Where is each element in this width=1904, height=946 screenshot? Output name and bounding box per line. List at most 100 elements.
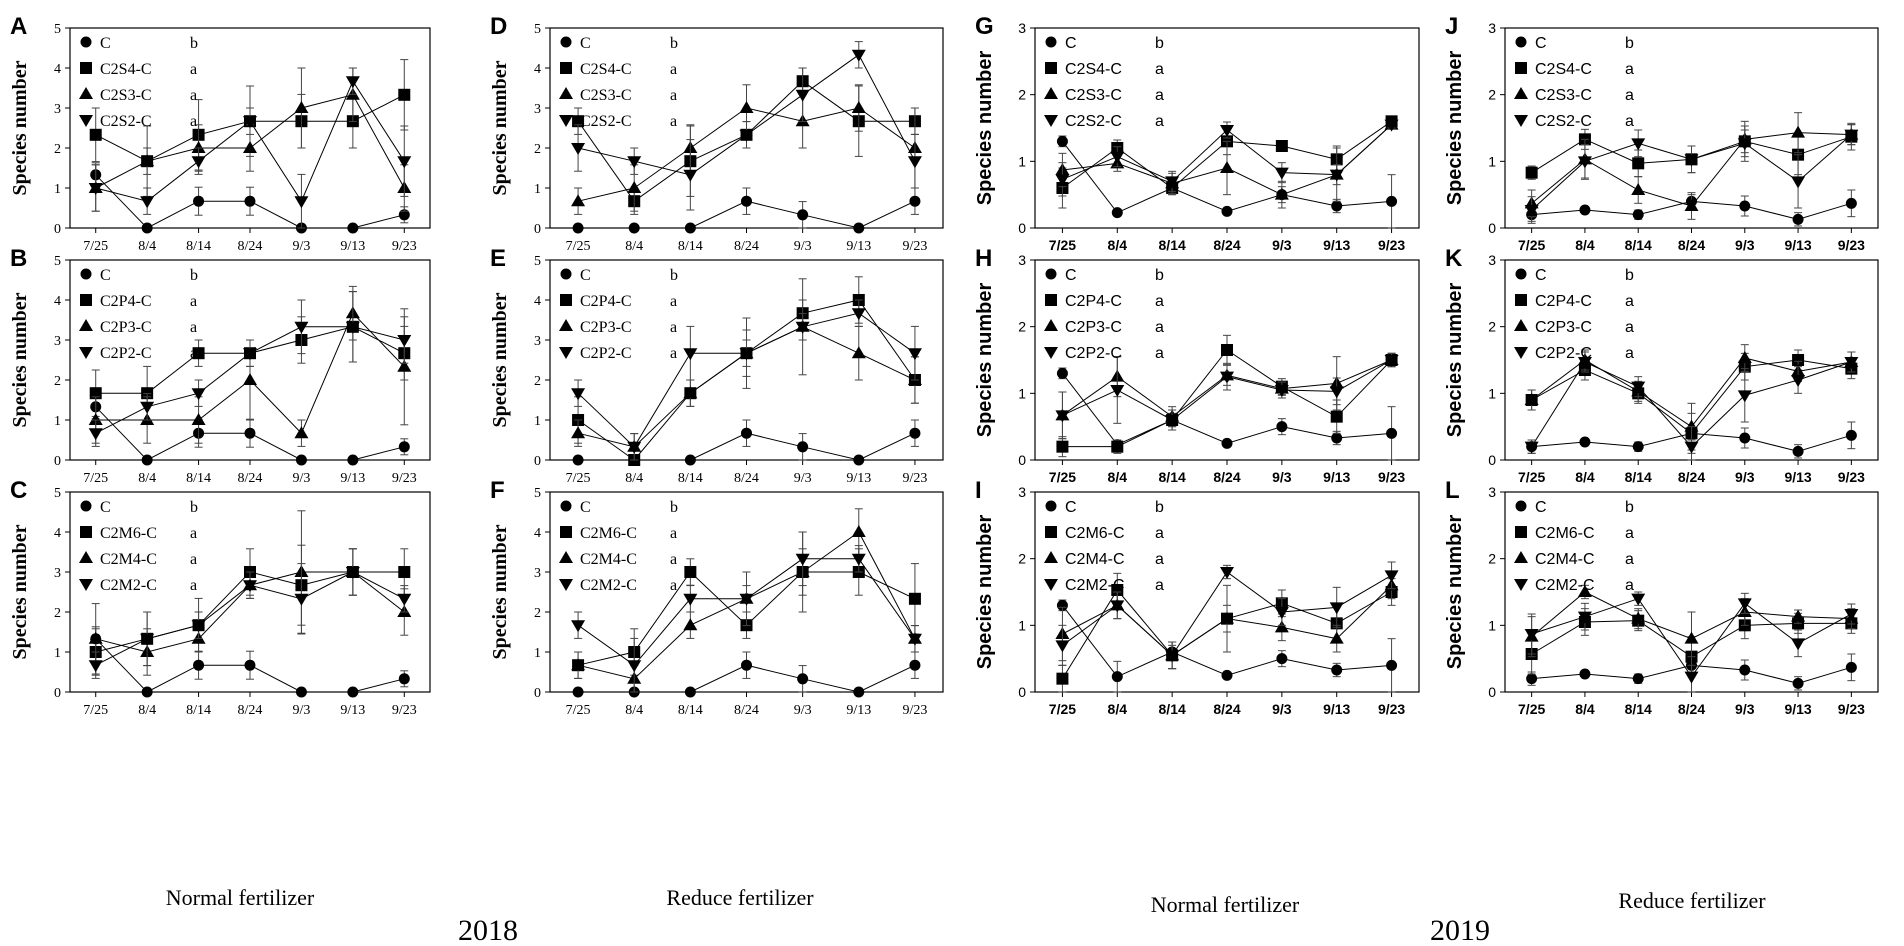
- legend-sig-f-0: b: [670, 499, 678, 516]
- legend-marker-k-0: [1515, 268, 1527, 280]
- x-tick-label-g-6: 9/23: [1378, 237, 1405, 253]
- data-point-d-0-4: [797, 209, 809, 221]
- legend-sig-i-0: b: [1155, 499, 1164, 516]
- data-point-i-3-4: [1274, 607, 1289, 619]
- y-tick-label-h-1: 1: [1018, 385, 1026, 401]
- x-tick-label-e-6: 9/23: [902, 471, 927, 486]
- y-tick-label-g-2: 2: [1018, 87, 1026, 103]
- legend-marker-k-2: [1514, 319, 1528, 331]
- legend-sig-f-1: a: [670, 525, 677, 542]
- data-point-h-0-5: [1331, 432, 1343, 444]
- x-tick-label-k-5: 9/13: [1784, 469, 1811, 485]
- x-tick-label-f-5: 9/13: [846, 703, 871, 718]
- legend-sig-c-1: a: [190, 525, 197, 542]
- data-point-g-0-0: [1056, 135, 1068, 147]
- data-point-a-2-4: [294, 101, 309, 113]
- data-point-h-0-4: [1276, 421, 1288, 433]
- series-d-3: [571, 41, 922, 211]
- legend-sig-d-2: a: [670, 87, 677, 104]
- legend-label-e-2: C2P3-C: [580, 319, 632, 336]
- data-point-b-3-1: [140, 401, 155, 414]
- data-point-l-0-2: [1632, 673, 1644, 685]
- y-tick-label-b-5: 5: [54, 254, 61, 269]
- panel-letter-k: K: [1445, 245, 1463, 272]
- data-point-e-3-3: [739, 348, 754, 361]
- data-point-h-3-6: [1384, 355, 1399, 367]
- legend-marker-j-3: [1514, 115, 1528, 127]
- data-point-l-3-4: [1737, 598, 1752, 611]
- legend-label-k-3: C2P2-C: [1535, 345, 1592, 362]
- legend-label-h-1: C2P4-C: [1065, 293, 1122, 310]
- x-tick-label-b-6: 9/23: [392, 471, 417, 486]
- legend-label-a-2: C2S3-C: [100, 87, 152, 104]
- data-point-h-3-4: [1274, 385, 1289, 397]
- data-point-j-0-2: [1632, 209, 1644, 221]
- data-point-k-0-4: [1739, 432, 1751, 444]
- data-point-j-0-5: [1792, 213, 1804, 225]
- legend-label-a-0: C: [100, 35, 111, 52]
- x-tick-label-f-6: 9/23: [902, 703, 927, 718]
- data-point-l-3-5: [1791, 638, 1806, 651]
- x-tick-label-g-3: 8/24: [1213, 237, 1240, 253]
- legend-sig-b-1: a: [190, 293, 197, 310]
- y-tick-label-a-4: 4: [54, 62, 61, 77]
- x-tick-label-l-1: 8/4: [1575, 701, 1595, 717]
- legend-label-d-2: C2S3-C: [580, 87, 632, 104]
- x-tick-label-a-5: 9/13: [340, 239, 365, 254]
- data-point-g-2-3: [1220, 161, 1234, 173]
- data-point-i-1-1: [1111, 584, 1124, 596]
- y-tick-label-c-5: 5: [54, 486, 61, 501]
- legend-marker-g-0: [1045, 36, 1057, 48]
- legend-label-a-3: C2S2-C: [100, 113, 152, 130]
- y-tick-label-e-1: 1: [534, 414, 541, 429]
- data-point-j-3-6: [1844, 129, 1859, 142]
- x-tick-label-h-1: 8/4: [1108, 469, 1128, 485]
- panel-l: L Species number 0 1 2 3 7/25 8/4 8/14 8/24 9/3 9/1…: [1444, 477, 1879, 717]
- series-a-0: [90, 162, 410, 234]
- x-tick-label-f-4: 9/3: [794, 703, 812, 718]
- data-point-a-2-1: [140, 154, 155, 167]
- x-tick-label-c-0: 7/25: [83, 703, 108, 718]
- panel-letter-d: D: [490, 13, 507, 40]
- data-point-d-3-6: [907, 156, 922, 169]
- y-tick-label-c-0: 0: [54, 686, 61, 701]
- y-tick-label-i-3: 3: [1018, 484, 1026, 500]
- legend-marker-l-2: [1514, 551, 1528, 563]
- legend-marker-f-0: [560, 500, 572, 512]
- data-point-c-0-6: [398, 673, 410, 685]
- x-tick-label-b-1: 8/4: [138, 471, 156, 486]
- x-tick-label-c-4: 9/3: [292, 703, 310, 718]
- data-point-k-0-2: [1632, 441, 1644, 453]
- legend-sig-l-2: a: [1625, 551, 1634, 568]
- x-tick-label-b-2: 8/14: [186, 471, 211, 486]
- y-axis-label-g: Species number: [974, 51, 996, 206]
- panel-e: E Species number 0 1 2 3 4 5 7/25 8/4 8/14 8/24 9/3 9…: [489, 245, 944, 486]
- y-tick-label-d-5: 5: [534, 22, 541, 37]
- x-tick-label-i-5: 9/13: [1323, 701, 1350, 717]
- x-tick-label-g-4: 9/3: [1272, 237, 1292, 253]
- y-tick-label-a-5: 5: [54, 22, 61, 37]
- panel-letter-a: A: [10, 13, 27, 40]
- legend-marker-c-0: [80, 500, 92, 512]
- panel-c: C Species number 0 1 2 3 4 5 7/25 8/4 8/14 8/24 9/3 9…: [9, 477, 431, 718]
- x-tick-label-l-5: 9/13: [1784, 701, 1811, 717]
- data-point-d-3-2: [683, 169, 698, 182]
- x-tick-label-c-6: 9/23: [392, 703, 417, 718]
- legend-marker-b-3: [79, 347, 93, 359]
- legend-sig-g-0: b: [1155, 35, 1164, 52]
- x-tick-label-i-3: 8/24: [1213, 701, 1240, 717]
- x-tick-label-h-2: 8/14: [1159, 469, 1186, 485]
- legend-sig-j-0: b: [1625, 35, 1634, 52]
- legend-marker-i-2: [1044, 551, 1058, 563]
- legend-marker-d-3: [559, 115, 573, 127]
- x-tick-label-f-0: 7/25: [566, 703, 591, 718]
- data-point-c-0-3: [244, 659, 256, 671]
- data-point-a-3-2: [191, 156, 206, 169]
- y-axis-label-j: Species number: [1444, 51, 1466, 206]
- legend-sig-g-3: a: [1155, 113, 1164, 130]
- data-point-b-3-0: [88, 428, 103, 441]
- y-axis-label-b: Species number: [9, 292, 31, 427]
- data-point-d-0-3: [741, 195, 752, 207]
- data-point-d-1-0: [572, 115, 585, 128]
